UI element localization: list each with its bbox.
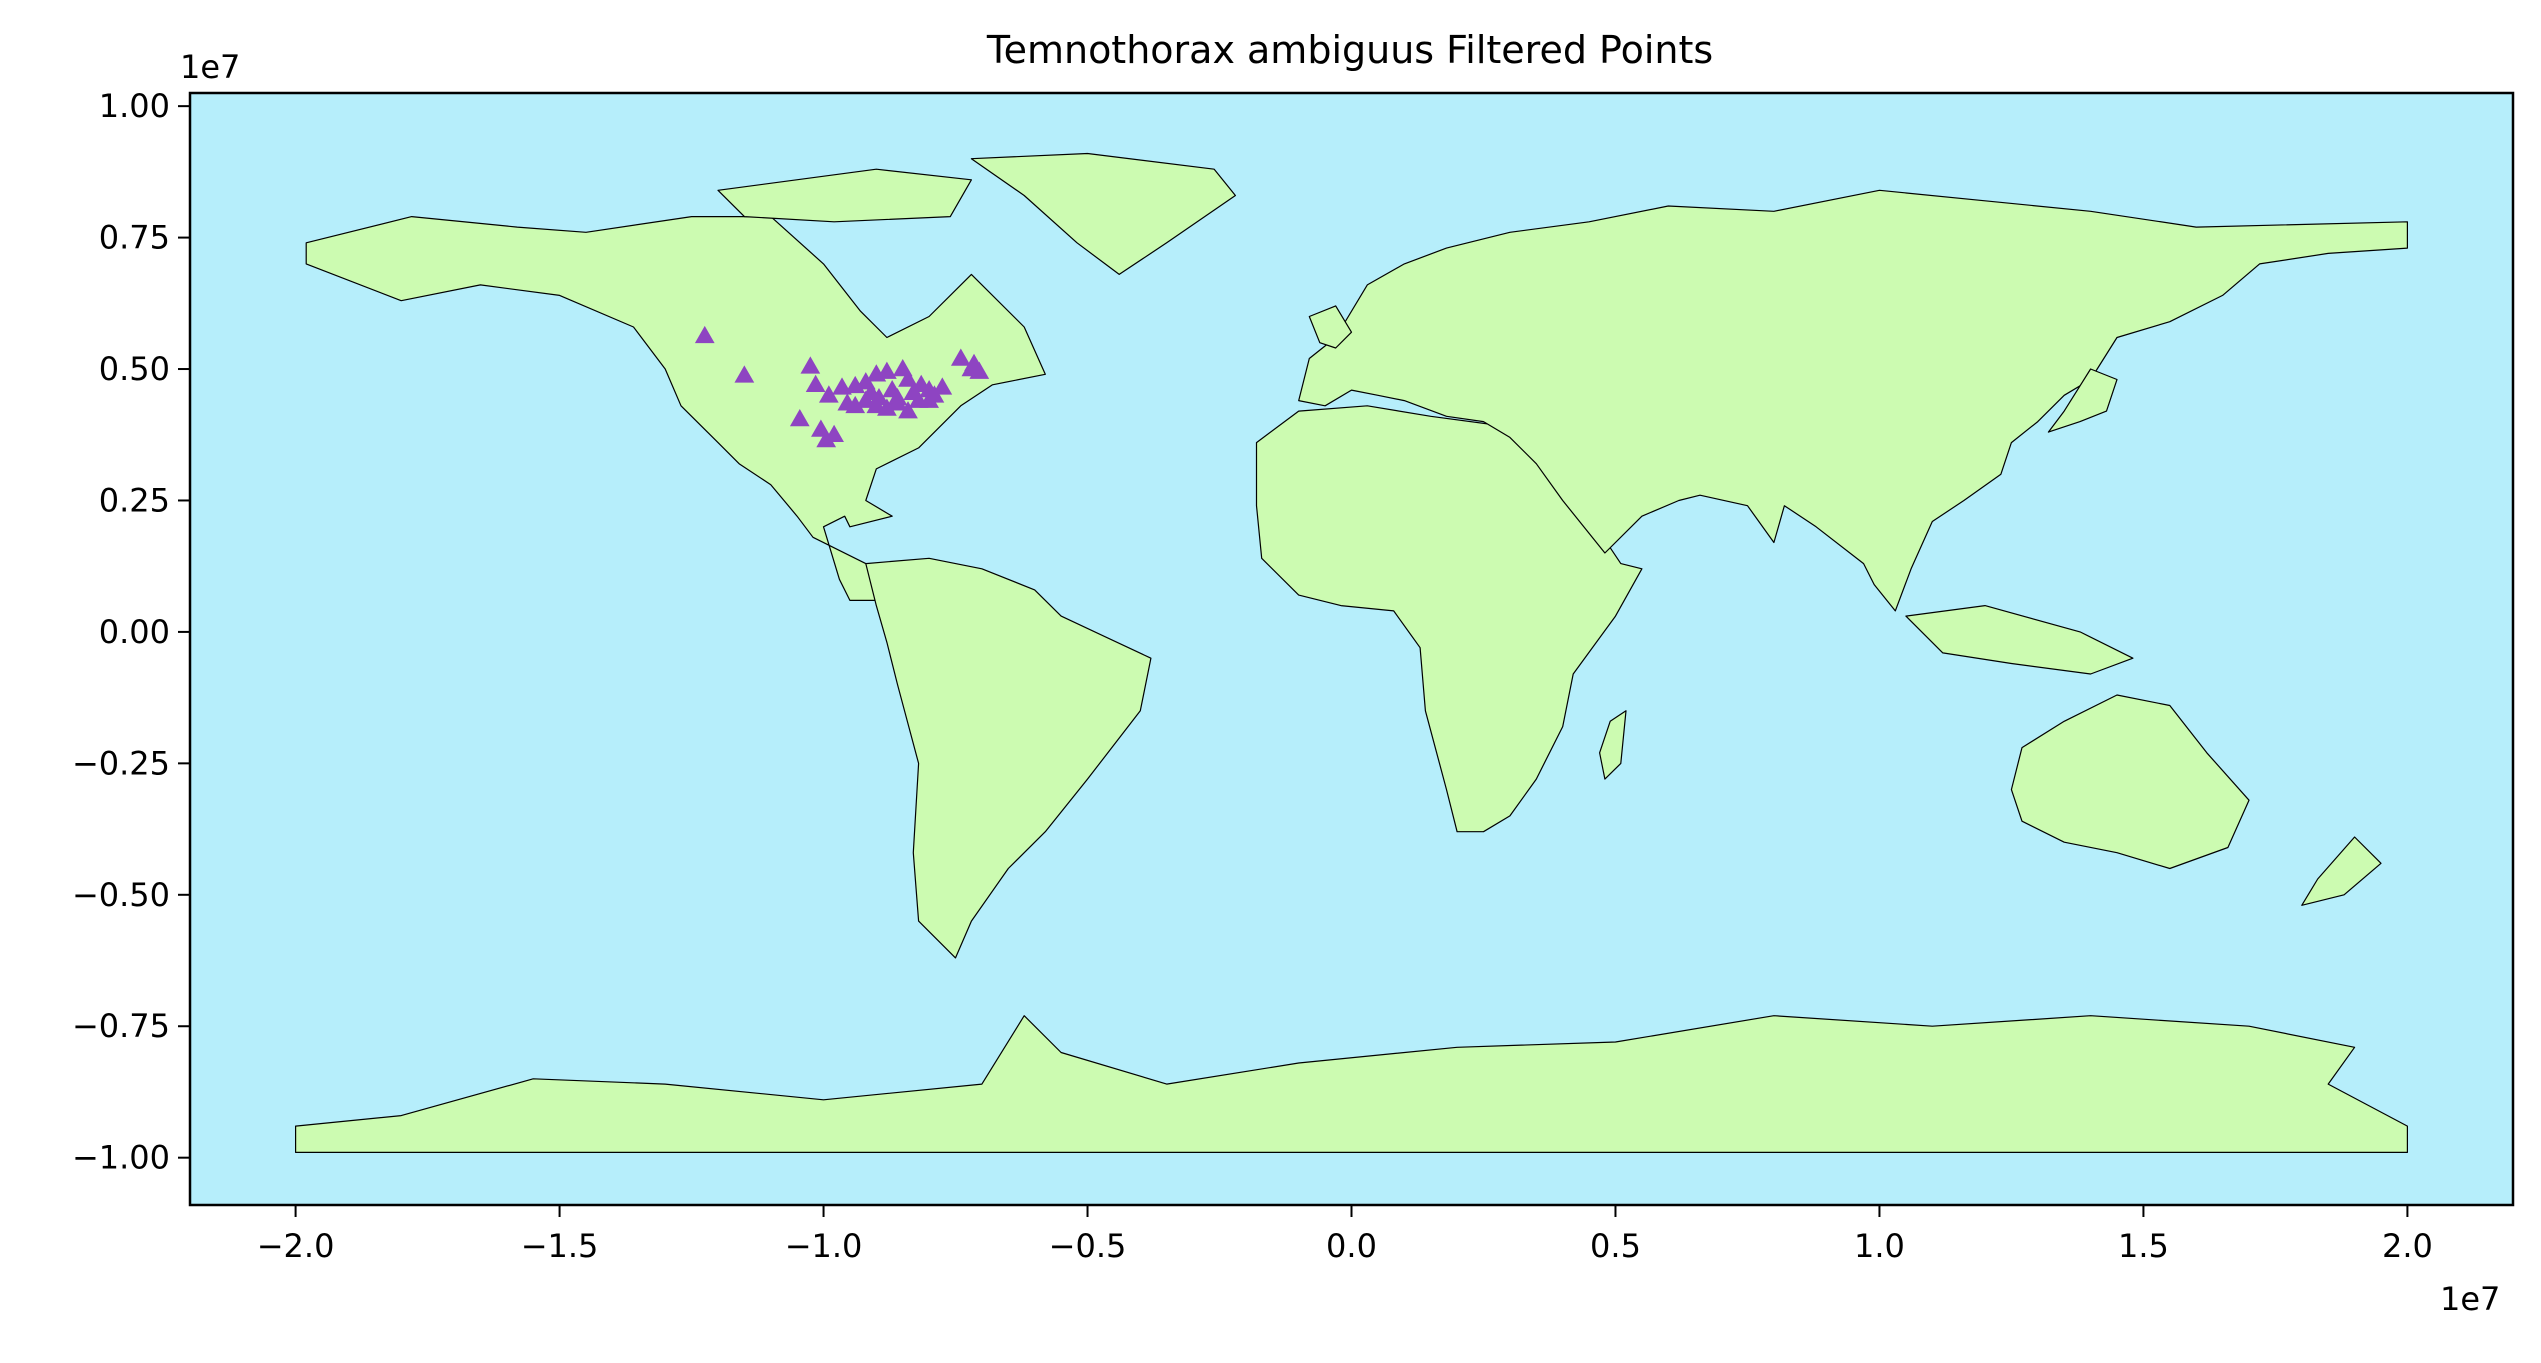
south-america-landmass xyxy=(865,557,1152,959)
x-tick-label: 0.0 xyxy=(1326,1227,1377,1265)
x-tick-label: 1.5 xyxy=(2118,1227,2169,1265)
occurrence-points xyxy=(694,325,990,448)
southeast-asia-islands-landmass xyxy=(1905,604,2134,675)
x-tick-label: 2.0 xyxy=(2382,1227,2433,1265)
antarctica-landmass xyxy=(295,1015,2408,1154)
japan-landmass xyxy=(2047,368,2118,433)
x-tick-label: −0.5 xyxy=(1049,1227,1127,1265)
australia-landmass xyxy=(2010,694,2250,870)
occurrence-point xyxy=(789,408,810,427)
eurasia-landmass xyxy=(1298,189,2408,612)
occurrence-point xyxy=(932,377,953,395)
britain-landmass xyxy=(1308,305,1353,349)
landmasses xyxy=(295,152,2408,1154)
x-axis: −2.0 −1.5 −1.0 −0.5 0.0 0.5 1.0 1.5 2.0 xyxy=(257,1205,2433,1265)
occurrence-point xyxy=(950,348,971,366)
occurrence-point xyxy=(877,361,897,379)
madagascar-landmass xyxy=(1598,710,1627,780)
occurrence-point xyxy=(800,356,821,374)
y-tick-label: −0.75 xyxy=(72,1007,170,1045)
y-offset-label: 1e7 xyxy=(180,48,240,86)
occurrence-point xyxy=(694,325,715,344)
occurrence-point xyxy=(734,365,755,383)
y-tick-label: −0.25 xyxy=(72,744,170,782)
y-tick-label: 0.75 xyxy=(99,219,170,257)
occurrence-point xyxy=(816,429,837,448)
new-zealand-landmass xyxy=(2301,836,2382,906)
arctic-islands-landmass xyxy=(717,168,973,223)
occurrence-point xyxy=(961,359,982,377)
y-tick-label: −0.50 xyxy=(72,876,170,914)
x-tick-label: −1.0 xyxy=(785,1227,863,1265)
occurrence-point xyxy=(832,377,852,395)
occurrence-point xyxy=(898,401,918,419)
occurrence-point xyxy=(898,369,918,387)
occurrence-point xyxy=(845,395,866,414)
y-axis: 1.00 0.75 0.50 0.25 0.00 −0.25 −0.50 −0.75 −1.00 xyxy=(72,87,190,1177)
x-tick-label: −2.0 xyxy=(257,1227,335,1265)
y-tick-label: 0.25 xyxy=(99,481,170,519)
occurrence-point xyxy=(887,393,908,411)
y-tick-label: 1.00 xyxy=(99,87,170,125)
x-offset-label: 1e7 xyxy=(2440,1280,2500,1318)
y-tick-label: 0.50 xyxy=(99,350,170,388)
greenland-landmass xyxy=(970,152,1237,275)
y-tick-label: −1.00 xyxy=(72,1139,170,1177)
occurrence-point xyxy=(919,390,939,408)
chart-title: Temnothorax ambiguus Filtered Points xyxy=(986,28,1713,72)
x-tick-label: 0.5 xyxy=(1590,1227,1641,1265)
occurrence-point xyxy=(805,374,826,393)
x-tick-label: 1.0 xyxy=(1854,1227,1905,1265)
occurrence-point xyxy=(855,390,876,408)
x-tick-label: −1.5 xyxy=(521,1227,599,1265)
y-tick-label: 0.00 xyxy=(99,613,170,651)
north-america-landmass xyxy=(305,216,1046,602)
